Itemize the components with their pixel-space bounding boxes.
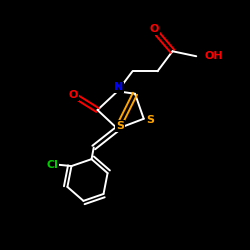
Text: S: S [146, 115, 154, 125]
Text: O: O [150, 24, 159, 34]
Text: OH: OH [205, 51, 224, 61]
Text: O: O [68, 90, 78, 100]
Text: Cl: Cl [46, 160, 58, 170]
Text: S: S [116, 121, 124, 131]
Text: N: N [114, 82, 124, 92]
